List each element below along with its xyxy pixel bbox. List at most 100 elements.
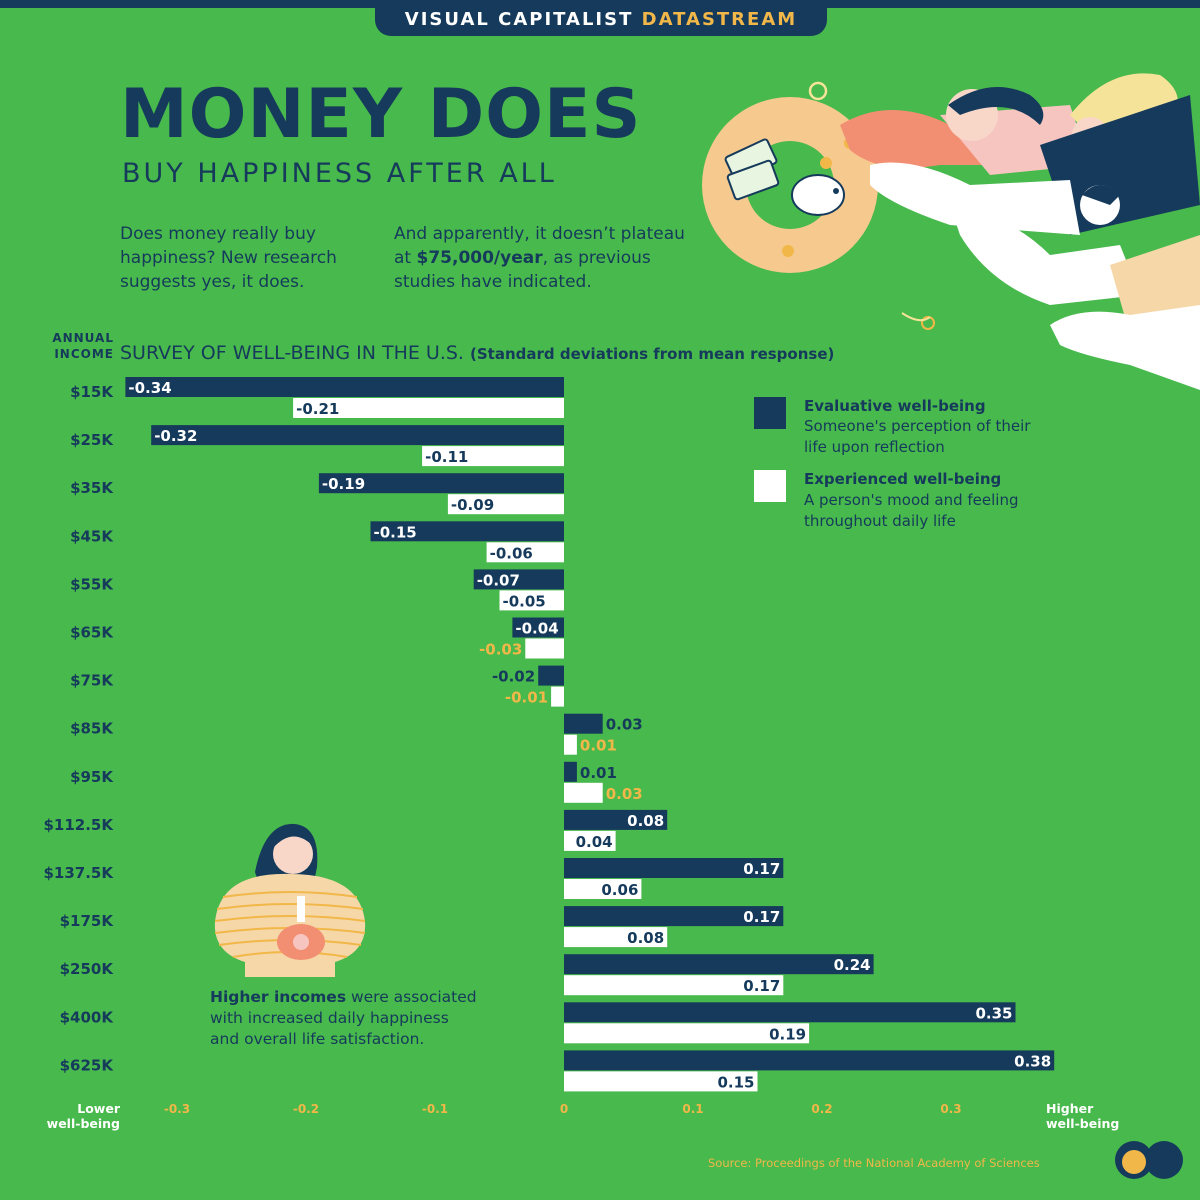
data-label: -0.06 (490, 544, 533, 562)
data-label: 0.04 (576, 833, 613, 851)
intro-left: Does money really buy happiness? New res… (120, 224, 337, 292)
page-title: MONEY DOES (120, 75, 642, 154)
bar-experienced (551, 686, 564, 707)
data-label: -0.19 (322, 475, 365, 493)
data-label: 0.01 (580, 764, 617, 782)
category-label: $55K (70, 575, 114, 593)
category-label: $35K (70, 479, 114, 497)
bar-evaluative (564, 954, 874, 975)
x-tick-label: -0.2 (293, 1102, 319, 1116)
category-label: $400K (60, 1008, 115, 1026)
legend-swatch-experienced (754, 470, 786, 502)
data-label: 0.03 (606, 785, 643, 803)
data-label: 0.19 (769, 1025, 806, 1043)
bar-experienced (564, 830, 616, 851)
x-axis-label-lower: Lower well-being (47, 1101, 121, 1131)
legend-desc-experienced: A person's mood and feeling throughout d… (804, 491, 1019, 530)
data-label: 0.01 (580, 737, 617, 755)
bar-experienced (293, 398, 564, 418)
data-label: -0.05 (503, 592, 546, 610)
category-label: $75K (70, 672, 114, 690)
illustration-hands (702, 73, 1200, 390)
data-label: -0.03 (479, 641, 522, 659)
brand-name: VISUAL CAPITALIST (404, 9, 634, 30)
data-label: -0.09 (451, 496, 494, 514)
brand-tab: VISUAL CAPITALIST DATASTREAM (375, 0, 827, 36)
data-label: -0.07 (477, 571, 520, 589)
category-label: $175K (60, 912, 115, 930)
data-label: -0.15 (374, 523, 417, 541)
category-label: $137.5K (43, 864, 114, 882)
bar-experienced (499, 590, 564, 611)
x-tick-label: 0.2 (811, 1102, 832, 1116)
category-label: $85K (70, 720, 114, 738)
data-label: -0.32 (154, 427, 197, 445)
cash-icon (724, 138, 780, 201)
legend-title-experienced: Experienced well-being (804, 470, 1002, 488)
bar-evaluative (370, 521, 564, 542)
bar-experienced (525, 638, 564, 659)
chart-note: Higher incomes were associated with incr… (210, 988, 477, 1048)
bar-experienced (564, 975, 784, 996)
category-label: $250K (60, 960, 115, 978)
bar-evaluative (564, 713, 603, 734)
category-label: $25K (70, 431, 114, 449)
bar-evaluative (512, 617, 564, 638)
x-tick-label: -0.1 (422, 1102, 448, 1116)
bar-evaluative (564, 1050, 1055, 1071)
visual-capitalist-logo (1115, 1141, 1183, 1179)
x-tick-label: 0 (560, 1102, 568, 1116)
bar-evaluative (473, 569, 564, 590)
data-label: -0.04 (515, 620, 558, 638)
bar-experienced (564, 1071, 758, 1092)
data-label: 0.38 (1014, 1052, 1051, 1070)
x-tick-label: 0.1 (682, 1102, 703, 1116)
page-subtitle: BUY HAPPINESS AFTER ALL (122, 158, 557, 189)
data-label: 0.17 (743, 977, 780, 995)
intro-right: And apparently, it doesn’t plateau at $7… (394, 224, 685, 292)
bar-experienced (564, 734, 577, 755)
bar-evaluative (564, 906, 784, 927)
bar-evaluative (125, 377, 565, 397)
data-label: -0.02 (492, 668, 535, 686)
piggy-bank-icon (791, 174, 845, 216)
illustration-woman-piggy-bank (214, 823, 366, 977)
x-tick-label: 0.3 (940, 1102, 961, 1116)
bar-evaluative (151, 425, 564, 446)
data-label: 0.08 (627, 812, 664, 830)
category-label: $45K (70, 527, 114, 545)
bar-evaluative (564, 1002, 1016, 1023)
bar-evaluative (564, 858, 784, 878)
survey-unit: (Standard deviations from mean response) (470, 345, 835, 363)
legend-desc-evaluative: Someone's perception of their life upon … (804, 417, 1031, 456)
bar-experienced (564, 927, 668, 948)
data-label: 0.17 (743, 908, 780, 926)
data-label: -0.21 (296, 400, 339, 418)
data-label: -0.34 (128, 379, 171, 397)
bar-experienced (564, 782, 603, 803)
category-label: $95K (70, 768, 114, 786)
bar-evaluative (318, 473, 564, 494)
data-label: 0.17 (743, 860, 780, 878)
legend-swatch-evaluative (754, 397, 786, 429)
category-label: $65K (70, 624, 114, 642)
category-label: $112.5K (43, 816, 114, 834)
bar-experienced (447, 494, 564, 515)
category-label: $625K (60, 1056, 115, 1074)
data-label: -0.11 (425, 448, 468, 466)
annual-income-label: ANNUAL INCOME (52, 331, 114, 361)
category-label: $15K (70, 383, 114, 401)
bar-experienced (486, 542, 564, 563)
data-label: 0.03 (606, 716, 643, 734)
x-tick-label: -0.3 (164, 1102, 190, 1116)
bar-experienced (422, 446, 564, 467)
bar-experienced (564, 1023, 810, 1044)
piggy-bank-icon (277, 896, 325, 960)
bar-evaluative (538, 665, 564, 686)
data-label: 0.06 (601, 881, 638, 899)
x-axis-label-higher: Higher well-being (1046, 1101, 1119, 1131)
data-label: 0.24 (834, 956, 871, 974)
bar-experienced (564, 879, 642, 899)
data-label: 0.35 (975, 1004, 1012, 1022)
